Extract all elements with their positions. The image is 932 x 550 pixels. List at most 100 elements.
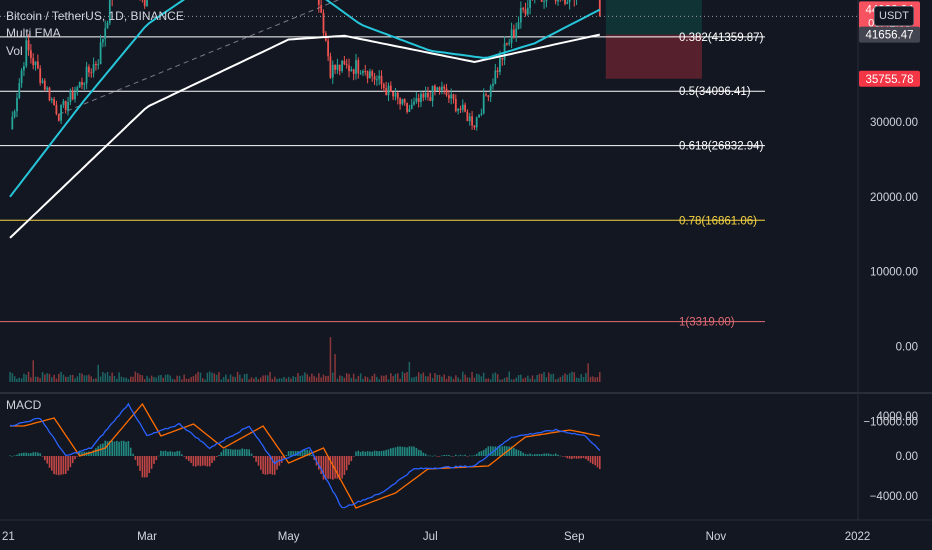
candle-body (146, 0, 148, 6)
macd-histogram-bar (290, 451, 292, 456)
candle-body (41, 80, 44, 83)
currency-button[interactable]: USDT (874, 6, 914, 26)
macd-histogram-bar (466, 456, 469, 457)
volume-bar (394, 373, 397, 382)
volume-bar (390, 373, 392, 382)
macd-histogram-bar (260, 456, 262, 470)
macd-histogram-bar (355, 451, 357, 456)
candle-body (83, 83, 86, 85)
volume-bar (81, 373, 83, 382)
candle-body (53, 99, 55, 105)
multi-ema-legend[interactable]: Multi EMA (6, 26, 61, 40)
macd-histogram-bar (392, 447, 394, 456)
volume-bar (329, 337, 332, 382)
volume-bar (27, 371, 30, 382)
volume-bar (541, 373, 543, 382)
macd-histogram-bar (540, 454, 543, 456)
macd-histogram-bar (164, 450, 167, 456)
macd-histogram-bar (383, 450, 385, 456)
volume-bar (113, 376, 116, 382)
candle-body (401, 99, 404, 105)
candle-body (485, 94, 487, 96)
macd-histogram-bar (53, 456, 55, 475)
macd-histogram-bar (545, 453, 548, 456)
chart-title[interactable]: Bitcoin / TetherUS, 1D, BINANCE (6, 9, 184, 23)
candle-body (102, 39, 104, 43)
macd-histogram-bar (376, 451, 378, 456)
volume-bar (13, 376, 16, 382)
volume-bar (559, 376, 562, 382)
candle-body (69, 91, 72, 102)
macd-histogram-bar (102, 443, 104, 456)
macd-histogram-bar (299, 450, 302, 456)
macd-histogram-bar (318, 456, 320, 470)
time-axis[interactable]: 21 Mar May Jul Sep Nov 2022 (2, 531, 870, 543)
candle-body (345, 64, 348, 66)
macd-histogram-bar (81, 452, 83, 456)
volume-bar (132, 376, 134, 382)
macd-histogram-bar (547, 453, 550, 456)
candle-body (396, 92, 399, 99)
macd-histogram-bar (589, 456, 592, 463)
volume-bar (580, 374, 582, 382)
volume-bar (208, 371, 211, 382)
volume-bar (399, 378, 401, 382)
volume-bar (116, 378, 118, 382)
candle-body (478, 114, 480, 118)
volume-bar (25, 374, 27, 382)
macd-histogram-bar (441, 455, 443, 457)
volume-bar (515, 377, 517, 382)
macd-histogram-bar (524, 453, 527, 456)
candle-body (71, 91, 74, 100)
macd-line (9, 402, 601, 509)
macd-legend[interactable]: MACD (6, 398, 42, 412)
macd-histogram-bar (51, 456, 53, 471)
volume-bar (227, 379, 229, 382)
candle-body (454, 99, 457, 112)
macd-histogram-bar (580, 456, 582, 459)
volume-bar (16, 378, 18, 382)
volume-bar (441, 376, 443, 382)
volume-bar (30, 377, 32, 382)
macd-histogram-bar (359, 451, 362, 456)
volume-bar (260, 377, 262, 382)
candle-body (37, 61, 39, 69)
volume-bar (232, 376, 234, 382)
volume-bar (373, 373, 376, 382)
macd-histogram-bar (434, 455, 436, 457)
candle-body (76, 87, 79, 93)
volume-bar (102, 372, 104, 382)
macd-histogram-bar (325, 456, 327, 480)
macd-axis[interactable]: 4000.00 0.00 −4000.00 (870, 411, 918, 503)
macd-histogram-bar (109, 441, 111, 456)
volume-bar (341, 376, 343, 382)
candle-body (413, 101, 415, 105)
candle-body (436, 87, 439, 91)
candle-body (334, 64, 336, 70)
macd-histogram-bar (48, 456, 51, 468)
candle-body (362, 71, 364, 74)
volume-bar (496, 374, 499, 382)
volume-legend[interactable]: Vol (6, 44, 23, 58)
candle-body (499, 57, 501, 72)
candle-body (378, 75, 381, 80)
macd-histogram-bar (111, 440, 113, 456)
volume-bar (137, 373, 139, 382)
candle-body (434, 85, 436, 91)
volume-bar (139, 374, 141, 382)
volume-bar (485, 378, 487, 382)
macd-histogram-bar (527, 454, 529, 456)
macd-histogram-bar (371, 451, 373, 456)
candle-body (501, 57, 504, 60)
price-axis[interactable]: 90000.0070000.0060000.0050000.0030000.00… (863, 0, 918, 429)
volume-bar (53, 374, 55, 382)
candle-body (34, 61, 37, 66)
macd-histogram-bar (76, 456, 79, 457)
volume-bar (37, 376, 39, 382)
price-tick-label: 0.00 (896, 342, 918, 354)
volume-bar (127, 379, 130, 382)
macd-histogram-bar (438, 456, 441, 457)
macd-histogram-bar (515, 449, 517, 456)
macd-histogram-bar (422, 452, 425, 456)
